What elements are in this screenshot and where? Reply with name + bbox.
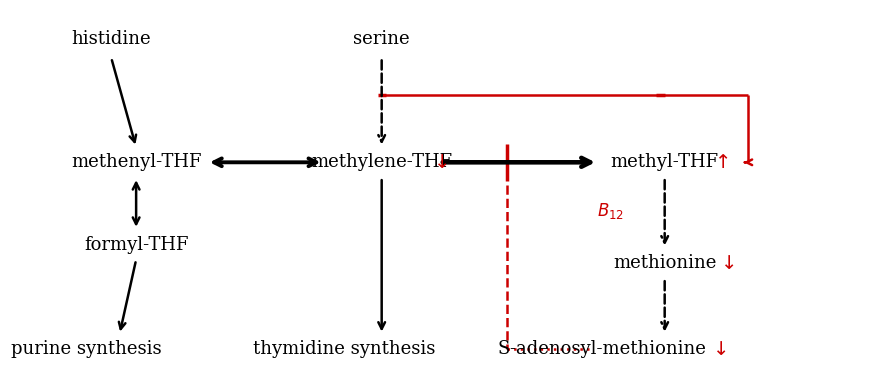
Text: $B_{12}$: $B_{12}$ [596, 201, 623, 221]
Text: histidine: histidine [71, 30, 151, 48]
Text: purine synthesis: purine synthesis [11, 340, 162, 359]
Text: ↓: ↓ [434, 153, 450, 172]
Text: methenyl-THF: methenyl-THF [70, 153, 201, 171]
Text: ↓: ↓ [720, 254, 737, 273]
Text: serine: serine [353, 30, 409, 48]
Text: formyl-THF: formyl-THF [83, 236, 189, 254]
Text: methionine: methionine [613, 254, 715, 272]
Text: ↑: ↑ [713, 153, 730, 172]
Text: ↓: ↓ [712, 340, 728, 359]
Text: S-adenosyl-methionine: S-adenosyl-methionine [497, 340, 706, 359]
Text: thymidine synthesis: thymidine synthesis [253, 340, 434, 359]
Text: methyl-THF: methyl-THF [610, 153, 718, 171]
Text: methylene-THF: methylene-THF [311, 153, 452, 171]
